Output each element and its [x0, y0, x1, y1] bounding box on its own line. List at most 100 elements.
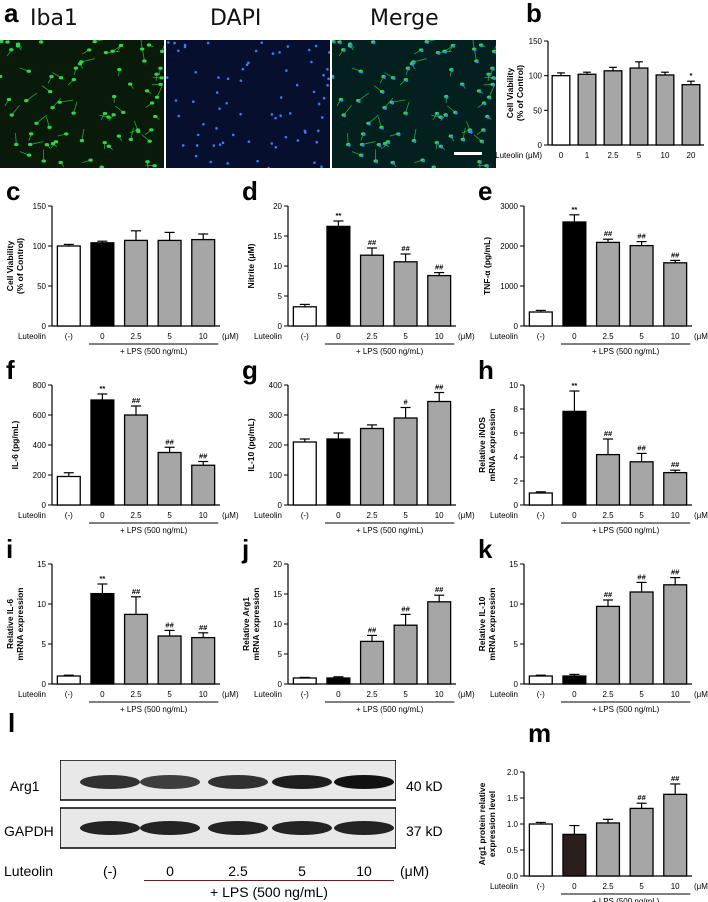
nucleus — [454, 112, 458, 115]
nucleus — [436, 142, 440, 145]
microglia-cell — [0, 74, 3, 79]
nucleus — [313, 161, 316, 165]
significance-label: ** — [99, 384, 105, 393]
wb-size-37kd: 37 kD — [406, 823, 443, 839]
x-group-label: Luteolin — [18, 332, 46, 341]
x-tick-label: 5 — [637, 151, 642, 160]
significance-label: ## — [165, 620, 174, 629]
microglia-cell — [145, 160, 150, 164]
nucleus — [481, 140, 485, 144]
significance-label: ## — [435, 263, 444, 272]
y-tick-label: 10 — [37, 600, 46, 609]
microglia-cell — [110, 49, 115, 53]
bar — [528, 492, 553, 506]
y-axis-label-line: Arg1 protein relative — [477, 782, 487, 865]
panel-label-a: a — [4, 0, 19, 28]
x-unit-label: (μM) — [694, 882, 708, 891]
microglia-cell — [128, 82, 133, 86]
microglia-cell — [79, 60, 84, 64]
nucleus — [437, 52, 441, 55]
microglia-process — [362, 141, 376, 145]
microglia-process — [405, 101, 410, 114]
x-tick-label: 0 — [336, 690, 341, 699]
nucleus — [486, 165, 489, 168]
y-axis-label-line: TNF-α (pg/mL) — [482, 237, 492, 295]
panel-label-k: k — [478, 534, 493, 564]
microglia-cell — [50, 106, 55, 110]
nucleus — [343, 49, 346, 53]
x-tick-label: (-) — [537, 511, 545, 520]
nucleus — [167, 41, 170, 44]
x-tick-label: 5 — [639, 690, 644, 699]
nucleus — [492, 84, 495, 87]
microglia-process — [339, 40, 341, 43]
microglia-cell — [154, 72, 159, 76]
nucleus — [420, 49, 424, 53]
nucleus — [215, 127, 218, 130]
y-tick-label: 400 — [33, 441, 47, 450]
microglia-cell — [53, 140, 59, 144]
significance-label: ** — [571, 381, 577, 390]
significance-label: * — [690, 71, 693, 80]
lps-label: + LPS (500 ng/mL) — [120, 705, 188, 714]
x-tick-label: 10 — [435, 511, 444, 520]
nucleus — [314, 44, 318, 48]
nucleus — [284, 135, 288, 139]
nucleus — [383, 76, 386, 79]
bar — [326, 677, 351, 685]
panel-label-i: i — [6, 534, 13, 564]
nucleus — [226, 77, 230, 80]
y-axis-label-line: IL-10 (pg/mL) — [246, 418, 256, 472]
x-tick-label: (-) — [65, 690, 73, 699]
nucleus — [274, 145, 278, 149]
microglia-cell — [106, 115, 111, 119]
nucleus — [445, 114, 448, 118]
bar — [191, 464, 216, 506]
x-unit-label: (μM) — [222, 690, 239, 699]
microglia-process — [413, 128, 417, 141]
x-tick-label: 5 — [639, 511, 644, 520]
nucleus — [322, 96, 326, 100]
nucleus — [195, 144, 199, 147]
x-unit-label: (μM) — [694, 690, 708, 699]
nucleus — [452, 45, 456, 48]
significance-label: # — [404, 398, 409, 407]
bar — [603, 70, 623, 146]
y-axis-label: Relative Arg1mRNA expression — [241, 588, 261, 661]
significance-label: ## — [199, 452, 208, 461]
nucleus — [241, 67, 245, 71]
bar — [123, 414, 149, 506]
x-tick-label: (-) — [537, 690, 545, 699]
nucleus — [271, 52, 275, 55]
dapi-micrograph — [166, 40, 330, 168]
nucleus — [206, 41, 210, 45]
y-tick-label: 0 — [42, 322, 47, 331]
significance-label: ** — [335, 211, 341, 220]
microglia-cell — [121, 110, 126, 114]
y-tick-label: 400 — [269, 381, 283, 390]
bar — [528, 823, 553, 877]
bar — [90, 399, 115, 506]
x-tick-label: 0 — [336, 511, 341, 520]
bar — [663, 471, 688, 506]
y-axis-label: Arg1 protein relativeexpression level — [477, 782, 497, 865]
microglia-cell — [26, 69, 31, 73]
nucleus — [462, 139, 466, 142]
x-tick-label: (-) — [301, 511, 309, 520]
significance-label: ## — [604, 590, 613, 599]
nucleus — [470, 131, 473, 134]
x-tick-label: 20 — [687, 151, 696, 160]
nucleus — [320, 116, 324, 119]
microglia-process — [413, 58, 427, 63]
bar — [629, 807, 654, 877]
bar — [359, 640, 385, 685]
bar — [56, 675, 81, 685]
microglia-process — [391, 99, 406, 103]
wb-size-40kd: 40 kD — [406, 778, 443, 794]
nucleus — [196, 133, 200, 137]
microglia-process — [45, 116, 50, 128]
x-tick-label: 0 — [100, 690, 105, 699]
panel-label-c: c — [6, 176, 20, 206]
microglia-process — [7, 40, 9, 43]
merge-micrograph — [332, 40, 496, 168]
